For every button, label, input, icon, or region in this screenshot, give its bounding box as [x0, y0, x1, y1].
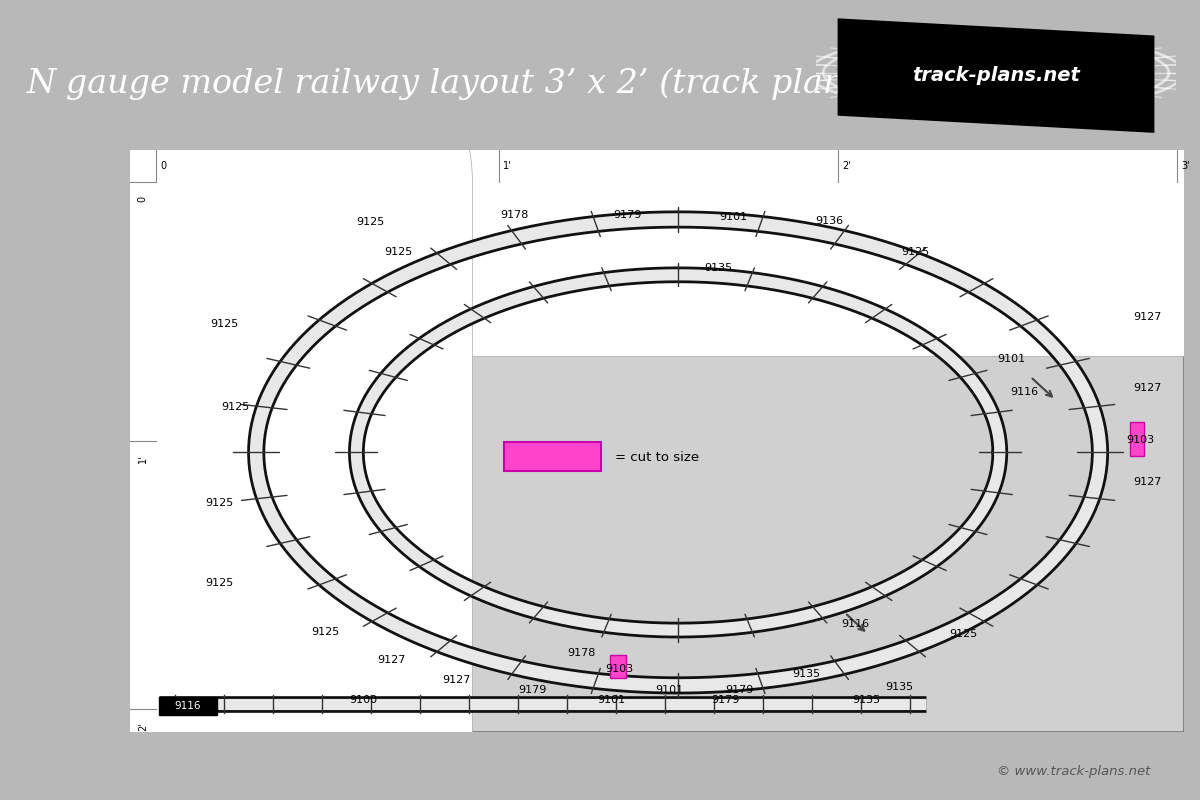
Polygon shape: [838, 18, 1154, 133]
FancyBboxPatch shape: [134, 151, 1188, 735]
FancyBboxPatch shape: [160, 697, 217, 714]
Text: 9135: 9135: [852, 695, 880, 705]
Text: 9101: 9101: [655, 685, 684, 695]
FancyBboxPatch shape: [610, 655, 626, 678]
Text: 9178: 9178: [500, 210, 529, 221]
Text: 9127: 9127: [443, 674, 470, 685]
FancyBboxPatch shape: [0, 0, 1200, 356]
Text: 9125: 9125: [356, 218, 384, 227]
Text: 0: 0: [138, 196, 148, 202]
Text: 9125: 9125: [221, 402, 250, 412]
Text: 9135: 9135: [793, 669, 821, 678]
Text: 9101: 9101: [719, 211, 748, 222]
Text: 9125: 9125: [901, 247, 930, 257]
FancyBboxPatch shape: [130, 150, 1184, 732]
Text: = cut to size: = cut to size: [614, 450, 698, 464]
Text: 9116: 9116: [1010, 387, 1038, 398]
Text: 9178: 9178: [566, 648, 595, 658]
Text: 9179: 9179: [518, 685, 547, 695]
Text: 9125: 9125: [949, 629, 977, 639]
Text: 9116: 9116: [174, 701, 200, 710]
FancyBboxPatch shape: [0, 7, 473, 800]
Text: 0: 0: [160, 161, 167, 170]
Text: 9125: 9125: [210, 319, 239, 330]
Text: 9127: 9127: [377, 654, 406, 665]
Text: 9101: 9101: [997, 354, 1026, 364]
Text: 9179: 9179: [613, 210, 642, 221]
Text: track-plans.net: track-plans.net: [912, 66, 1080, 85]
Text: 9103: 9103: [1126, 434, 1154, 445]
Text: 2': 2': [138, 722, 148, 730]
Text: 9125: 9125: [205, 498, 233, 507]
Text: N gauge model railway layout 3’ x 2’ (track plan): N gauge model railway layout 3’ x 2’ (tr…: [26, 67, 858, 100]
Text: 1': 1': [138, 454, 148, 462]
FancyBboxPatch shape: [504, 442, 601, 471]
FancyBboxPatch shape: [1129, 422, 1145, 456]
Text: 9179: 9179: [712, 695, 739, 705]
Text: 9100: 9100: [349, 695, 378, 705]
Text: 9179: 9179: [725, 685, 754, 695]
Text: 1': 1': [503, 161, 511, 170]
Text: 9101: 9101: [598, 695, 625, 705]
Text: 9125: 9125: [384, 246, 413, 257]
Text: 9136: 9136: [815, 216, 842, 226]
Text: 9125: 9125: [312, 627, 340, 637]
Text: 9125: 9125: [205, 578, 233, 588]
Text: 9135: 9135: [886, 682, 913, 691]
Text: 9127: 9127: [1133, 477, 1162, 486]
Text: 3': 3': [1181, 161, 1190, 170]
Text: © www.track-plans.net: © www.track-plans.net: [997, 766, 1151, 778]
Text: 9116: 9116: [841, 618, 869, 629]
Text: 9135: 9135: [704, 263, 732, 274]
Text: 9127: 9127: [1133, 383, 1162, 394]
Text: 2': 2': [842, 161, 851, 170]
Text: 9127: 9127: [1133, 312, 1162, 322]
Text: 9103: 9103: [605, 664, 634, 674]
